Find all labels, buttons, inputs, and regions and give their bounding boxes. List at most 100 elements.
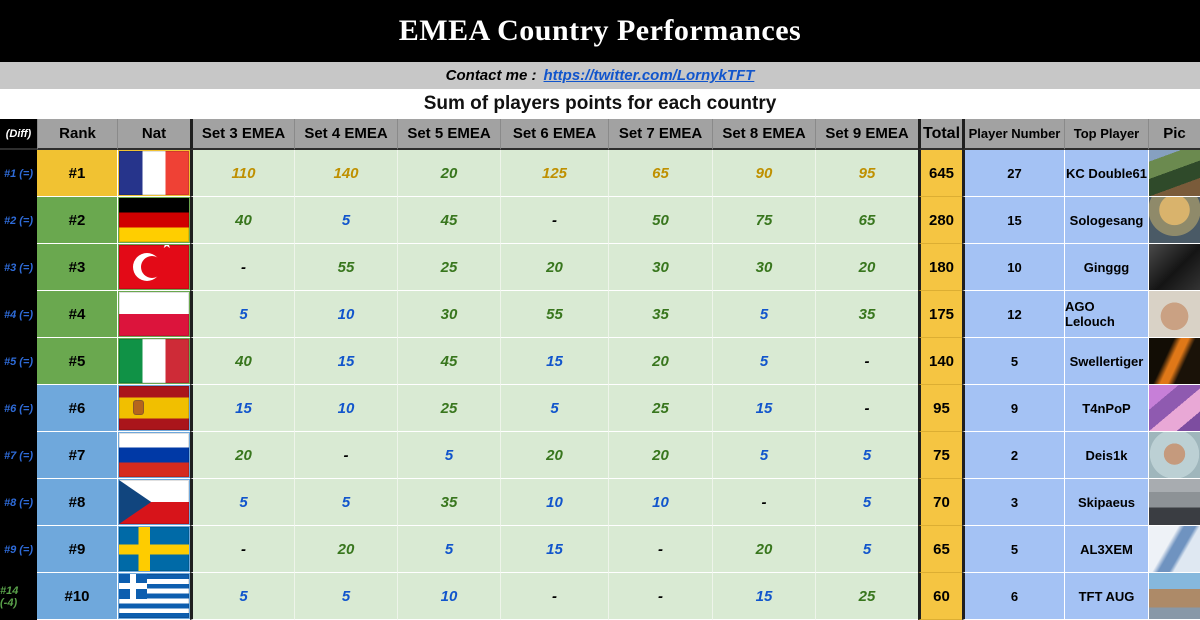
player-number-cell: 6 [962, 573, 1064, 620]
top-player-cell: TFT AUG [1064, 573, 1148, 620]
diff-cell: #1 (=) [0, 150, 37, 197]
set-value-cell: 5 [815, 479, 918, 526]
set-value-cell: 20 [608, 338, 712, 385]
country-flag-se-icon [119, 527, 189, 571]
set-value-cell: 5 [190, 479, 294, 526]
column-header-diff: (Diff) [0, 119, 37, 150]
set-value-cell: 25 [397, 244, 500, 291]
column-header-nat: Nat [117, 119, 190, 150]
player-pic [1149, 385, 1200, 431]
column-header-set9: Set 9 EMEA [815, 119, 918, 150]
set-value-cell: 20 [500, 244, 608, 291]
rank-cell: #4 [37, 291, 117, 338]
nat-cell [117, 197, 190, 244]
player-pic [1149, 573, 1200, 619]
diff-cell: #7 (=) [0, 432, 37, 479]
player-pic [1149, 291, 1200, 337]
set-value-cell: 5 [294, 479, 397, 526]
set-value-cell: 10 [608, 479, 712, 526]
rank-cell: #8 [37, 479, 117, 526]
player-pic [1149, 479, 1200, 525]
total-cell: 140 [918, 338, 962, 385]
nat-cell [117, 291, 190, 338]
player-number-cell: 9 [962, 385, 1064, 432]
set-value-cell: 10 [500, 479, 608, 526]
rank-cell: #9 [37, 526, 117, 573]
total-cell: 280 [918, 197, 962, 244]
set-value-cell: 5 [397, 526, 500, 573]
set-value-cell: 30 [712, 244, 815, 291]
set-value-cell: 35 [608, 291, 712, 338]
set-value-cell: 5 [397, 432, 500, 479]
country-flag-fr-icon [119, 151, 189, 195]
set-value-cell: - [500, 573, 608, 620]
set-value-cell: - [190, 526, 294, 573]
pic-cell [1148, 573, 1200, 620]
country-flag-pl-icon [119, 292, 189, 336]
set-value-cell: 20 [500, 432, 608, 479]
contact-label: Contact me : [445, 67, 537, 84]
set-value-cell: 40 [190, 197, 294, 244]
player-number-cell: 15 [962, 197, 1064, 244]
set-value-cell: - [500, 197, 608, 244]
set-value-cell: 5 [815, 432, 918, 479]
set-value-cell: 5 [190, 573, 294, 620]
top-player-cell: Ginggg [1064, 244, 1148, 291]
total-cell: 65 [918, 526, 962, 573]
top-player-cell: Skipaeus [1064, 479, 1148, 526]
player-pic [1149, 197, 1200, 243]
nat-cell [117, 526, 190, 573]
player-number-cell: 3 [962, 479, 1064, 526]
set-value-cell: 5 [815, 526, 918, 573]
rank-cell: #7 [37, 432, 117, 479]
nat-cell [117, 573, 190, 620]
subtitle: Sum of players points for each country [423, 93, 777, 114]
rank-cell: #1 [37, 150, 117, 197]
diff-cell: #6 (=) [0, 385, 37, 432]
set-value-cell: 5 [190, 291, 294, 338]
set-value-cell: 15 [190, 385, 294, 432]
set-value-cell: 5 [294, 573, 397, 620]
set-value-cell: 15 [712, 385, 815, 432]
set-value-cell: 15 [500, 338, 608, 385]
column-header-total: Total [918, 119, 962, 150]
column-header-top-player: Top Player [1064, 119, 1148, 150]
player-pic [1149, 338, 1200, 384]
set-value-cell: 55 [294, 244, 397, 291]
set-value-cell: 30 [608, 244, 712, 291]
diff-cell: #3 (=) [0, 244, 37, 291]
player-pic [1149, 526, 1200, 572]
pic-cell [1148, 385, 1200, 432]
pic-cell [1148, 244, 1200, 291]
set-value-cell: 140 [294, 150, 397, 197]
column-header-set3: Set 3 EMEA [190, 119, 294, 150]
top-player-cell: KC Double61 [1064, 150, 1148, 197]
column-header-rank: Rank [37, 119, 117, 150]
set-value-cell: 20 [712, 526, 815, 573]
player-number-cell: 12 [962, 291, 1064, 338]
total-cell: 60 [918, 573, 962, 620]
rank-cell: #6 [37, 385, 117, 432]
pic-cell [1148, 291, 1200, 338]
set-value-cell: - [712, 479, 815, 526]
set-value-cell: - [608, 573, 712, 620]
nat-cell [117, 338, 190, 385]
set-value-cell: 20 [397, 150, 500, 197]
set-value-cell: 45 [397, 197, 500, 244]
top-player-cell: AL3XEM [1064, 526, 1148, 573]
set-value-cell: 5 [712, 338, 815, 385]
set-value-cell: 5 [712, 291, 815, 338]
total-cell: 175 [918, 291, 962, 338]
column-header-set8: Set 8 EMEA [712, 119, 815, 150]
nat-cell [117, 385, 190, 432]
set-value-cell: 15 [294, 338, 397, 385]
diff-cell: #14 (-4) [0, 573, 37, 620]
set-value-cell: - [815, 338, 918, 385]
set-value-cell: 90 [712, 150, 815, 197]
diff-cell: #9 (=) [0, 526, 37, 573]
set-value-cell: 5 [712, 432, 815, 479]
contact-link[interactable]: https://twitter.com/LornykTFT [543, 67, 755, 84]
set-value-cell: 95 [815, 150, 918, 197]
total-cell: 180 [918, 244, 962, 291]
set-value-cell: 25 [815, 573, 918, 620]
